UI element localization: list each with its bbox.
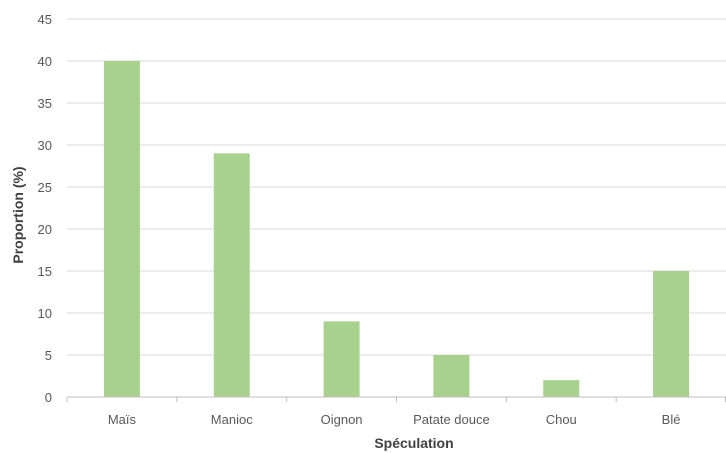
y-axis-title: Proportion (%) <box>10 166 26 263</box>
x-tick-label: Patate douce <box>413 412 490 427</box>
x-tick-labels: Maïs Manioc Oignon Patate douce Chou Blé <box>108 412 681 427</box>
y-tick-label: 25 <box>38 180 52 195</box>
y-tick-label: 10 <box>38 306 52 321</box>
y-tick-label: 35 <box>38 96 52 111</box>
x-tick-label: Oignon <box>321 412 363 427</box>
x-tick-label: Manioc <box>211 412 253 427</box>
x-tick-label: Maïs <box>108 412 137 427</box>
y-tick-label: 15 <box>38 264 52 279</box>
axes <box>66 396 726 402</box>
y-tick-label: 45 <box>38 12 52 27</box>
bar-0 <box>103 61 140 397</box>
y-tick-label: 0 <box>45 390 52 405</box>
bar-3 <box>433 355 470 397</box>
y-tick-label: 30 <box>38 138 52 153</box>
y-tick-label: 20 <box>38 222 52 237</box>
gridlines <box>67 18 726 356</box>
x-tick-label: Chou <box>546 412 577 427</box>
y-tick-label: 5 <box>45 348 52 363</box>
x-tick-label: Blé <box>662 412 681 427</box>
bar-2 <box>323 321 360 397</box>
bar-5 <box>653 271 690 397</box>
bar-1 <box>213 153 250 397</box>
bar-4 <box>543 380 580 397</box>
y-tick-label: 40 <box>38 54 52 69</box>
x-axis-title: Spéculation <box>374 435 453 451</box>
bars <box>103 61 690 397</box>
y-tick-labels: 0 5 10 15 20 25 30 35 40 45 <box>38 12 52 405</box>
